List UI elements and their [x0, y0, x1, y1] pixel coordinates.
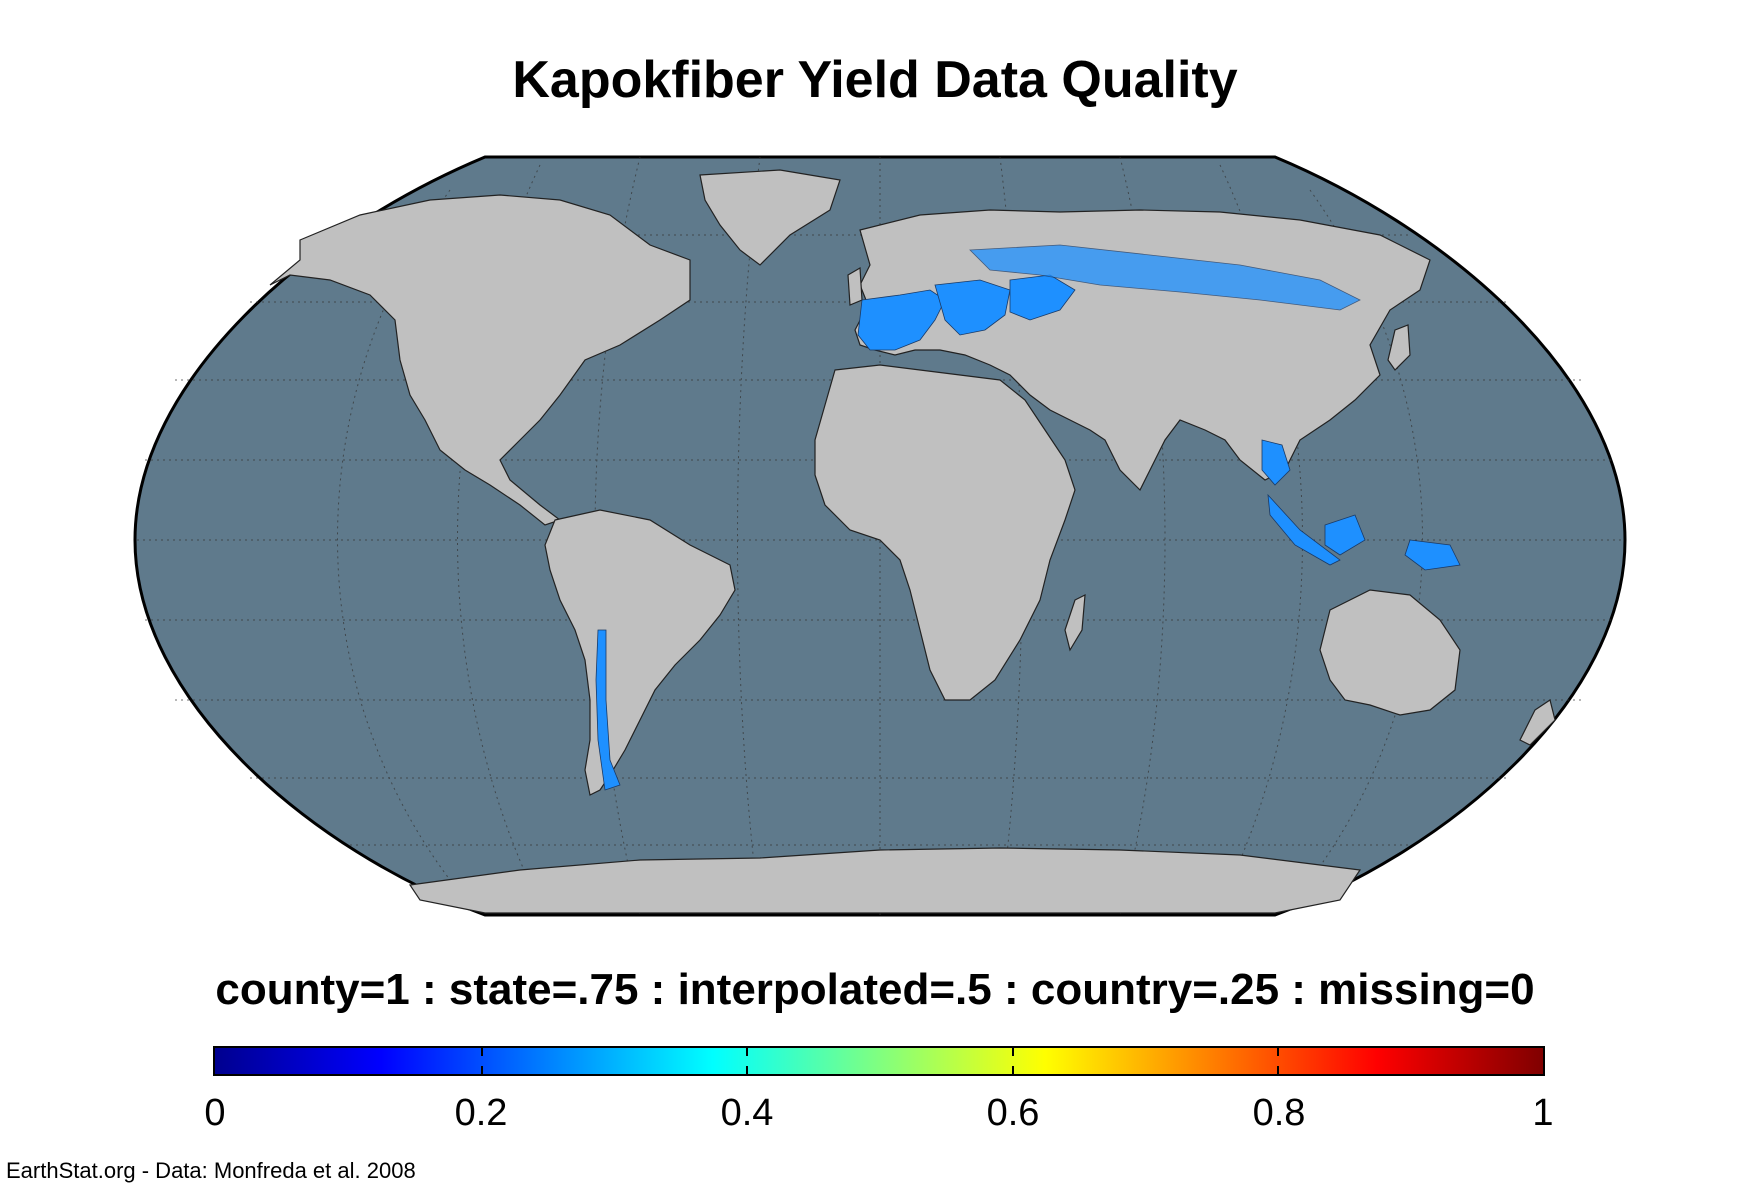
legend-description: county=1 : state=.75 : interpolated=.5 :… [215, 965, 1535, 1014]
region-central-europe [934, 279, 1011, 336]
region-russia-speckle [969, 244, 1361, 311]
region-borneo [1324, 514, 1366, 556]
map-title: Kapokfiber Yield Data Quality [512, 51, 1238, 109]
new-zealand [1519, 699, 1556, 746]
colorbar-label-0.4: 0.4 [720, 1092, 774, 1134]
region-thailand [1261, 439, 1291, 486]
colorbar-tick [480, 1066, 483, 1074]
land-masses [269, 169, 1556, 914]
colorbar-tick [1277, 1066, 1280, 1074]
colorbar-label-0: 0 [204, 1092, 226, 1134]
uk [847, 266, 863, 306]
africa [814, 364, 1076, 701]
data-regions [595, 244, 1461, 791]
region-new-guinea [1404, 539, 1461, 571]
south-america [544, 509, 736, 796]
north-america [269, 194, 691, 526]
colorbar-label-1: 1 [1532, 1092, 1554, 1134]
colorbar-label-0.8: 0.8 [1252, 1092, 1306, 1134]
colorbar-tick [1011, 1048, 1014, 1056]
colorbar-label-0.2: 0.2 [454, 1092, 508, 1134]
colorbar-label-0.6: 0.6 [986, 1092, 1040, 1134]
region-western-europe [857, 289, 946, 351]
colorbar [213, 1046, 1545, 1076]
colorbar-tick [480, 1048, 483, 1056]
colorbar-tick [1277, 1048, 1280, 1056]
colorbar-tick [746, 1066, 749, 1074]
greenland [699, 169, 841, 266]
credit-text: EarthStat.org - Data: Monfreda et al. 20… [6, 1158, 416, 1183]
colorbar-tick [1011, 1066, 1014, 1074]
region-indonesia-west [1267, 493, 1341, 566]
antarctica [408, 847, 1362, 914]
region-chile [595, 629, 621, 791]
australia [1319, 589, 1461, 716]
colorbar-tick [746, 1048, 749, 1056]
japan [1387, 324, 1411, 371]
madagascar [1064, 593, 1086, 652]
